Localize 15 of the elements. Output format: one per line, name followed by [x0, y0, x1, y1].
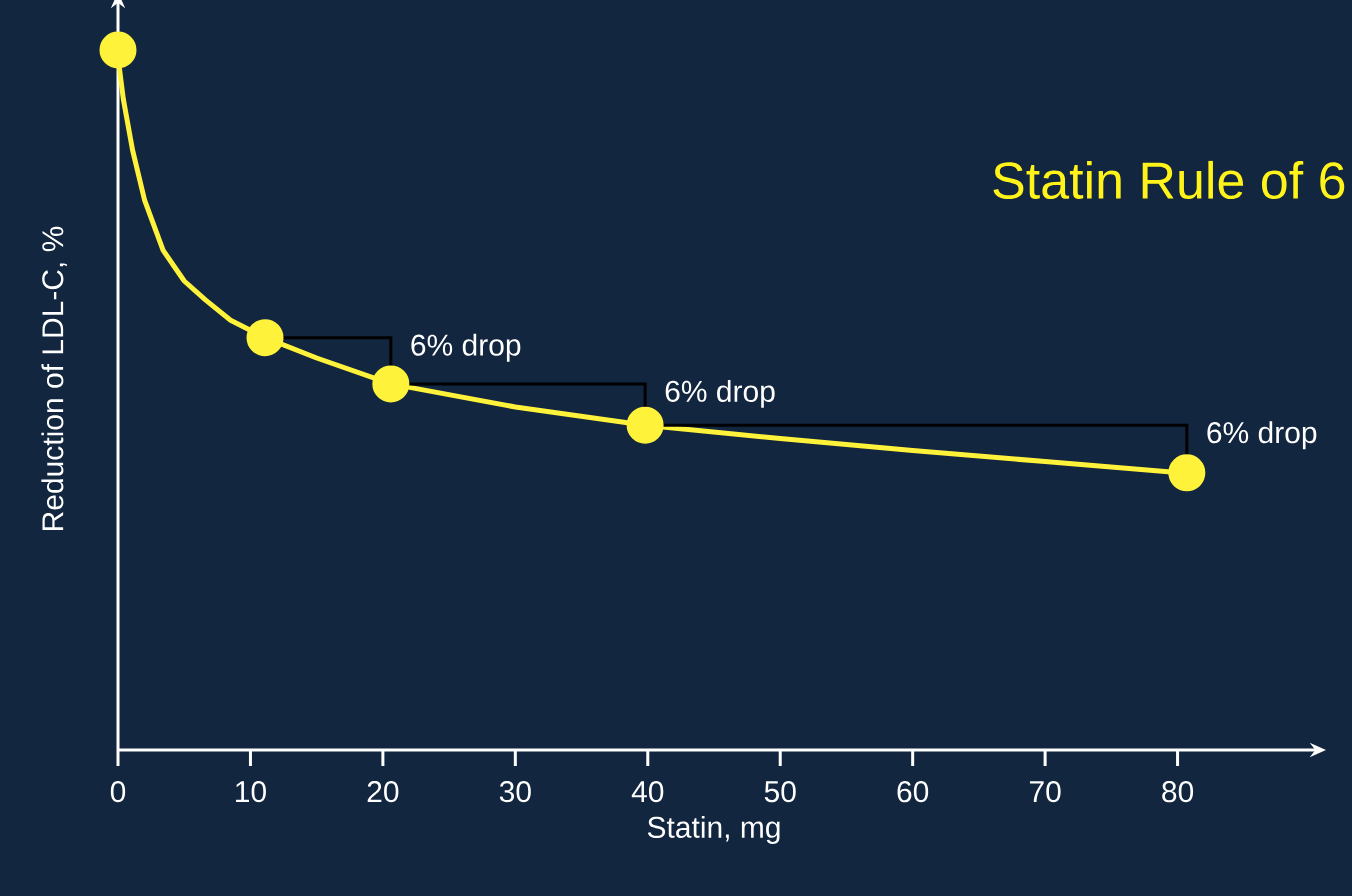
y-axis-title: Reduction of LDL-C, %: [41, 226, 67, 530]
x-tick-label: 30: [499, 781, 531, 803]
x-tick-label: 10: [236, 781, 266, 803]
x-tick-label: 50: [764, 781, 796, 803]
annotation: 6% drop: [411, 333, 521, 362]
x-tick-label: 20: [367, 781, 399, 803]
x-tick-label: 60: [897, 781, 929, 803]
text: Statin Rule of 6: [993, 160, 1345, 200]
annotation: 6% drop: [1207, 421, 1317, 450]
x-tick-label: 70: [1029, 781, 1061, 803]
x-tick-label: 0: [110, 781, 126, 803]
x-tick-label: 40: [631, 781, 664, 803]
x-axis-title: Statin, mg: [647, 815, 780, 844]
annotation: 6% drop: [665, 379, 775, 408]
x-tick-label: 80: [1162, 781, 1194, 803]
